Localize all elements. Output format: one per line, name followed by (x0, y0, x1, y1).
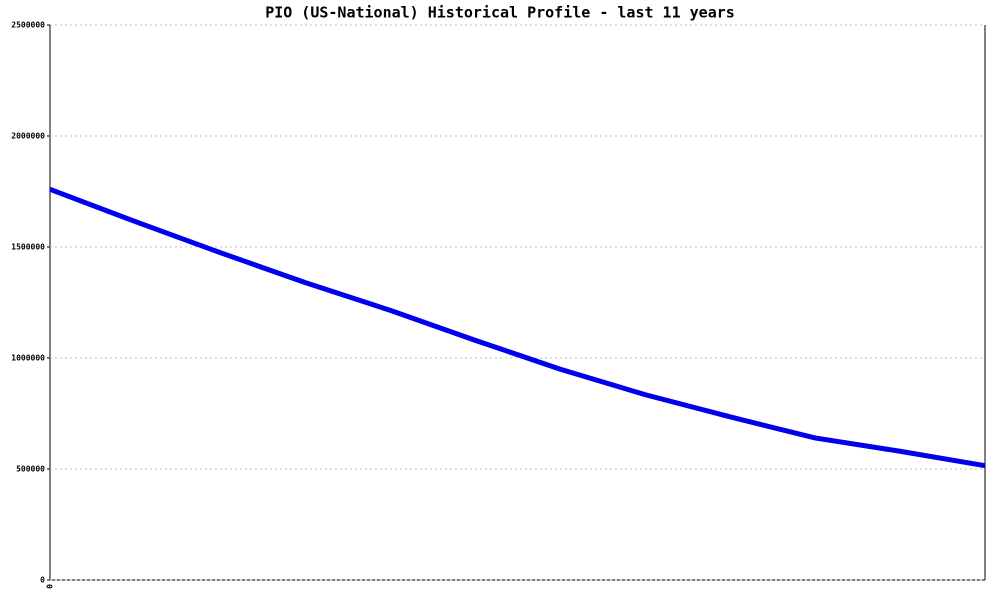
x-tick-label: 0 (46, 584, 55, 589)
y-tick-label: 500000 (16, 465, 45, 474)
y-tick-label: 1500000 (11, 243, 45, 252)
y-tick-label: 2000000 (11, 132, 45, 141)
y-tick-label: 0 (40, 576, 45, 585)
y-tick-label: 2500000 (11, 21, 45, 30)
chart-title: PIO (US-National) Historical Profile - l… (265, 4, 735, 22)
line (49, 186, 986, 469)
y-tick-label: 1000000 (11, 354, 45, 363)
